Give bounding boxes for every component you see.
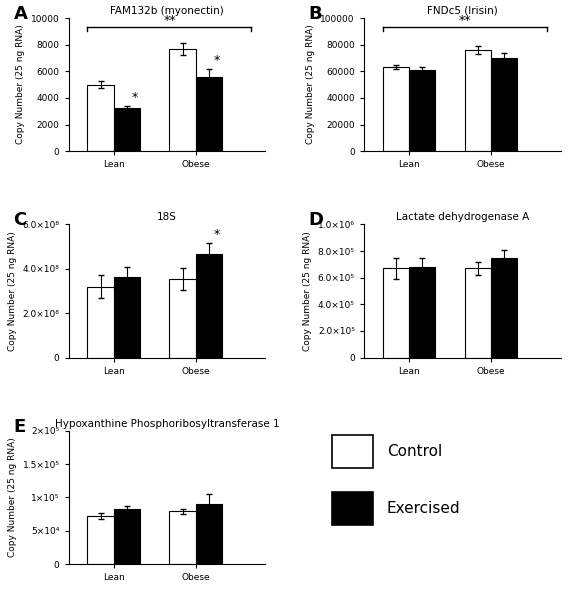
Bar <box>383 67 409 151</box>
Text: B: B <box>309 5 322 23</box>
Text: D: D <box>309 211 324 229</box>
Title: FNDc5 (Irisin): FNDc5 (Irisin) <box>427 6 498 16</box>
Bar <box>196 77 222 151</box>
Bar <box>114 509 140 564</box>
Bar <box>169 49 196 151</box>
Bar <box>491 58 517 151</box>
Bar <box>383 268 409 358</box>
Title: 18S: 18S <box>157 212 177 222</box>
Bar <box>196 254 222 358</box>
Y-axis label: Copy Number (25 ng RNA): Copy Number (25 ng RNA) <box>303 231 312 351</box>
Bar <box>332 435 373 468</box>
Bar <box>196 504 222 564</box>
Bar <box>332 492 373 525</box>
Y-axis label: Copy Number (25 ng RNA): Copy Number (25 ng RNA) <box>305 25 315 145</box>
Text: E: E <box>14 418 26 436</box>
Bar <box>114 277 140 358</box>
Bar <box>409 267 435 358</box>
Bar <box>491 258 517 358</box>
Text: Exercised: Exercised <box>387 501 460 516</box>
Bar <box>409 70 435 151</box>
Bar <box>169 511 196 564</box>
Text: *: * <box>214 228 220 241</box>
Bar <box>88 287 114 358</box>
Title: Hypoxanthine Phosphoribosyltransferase 1: Hypoxanthine Phosphoribosyltransferase 1 <box>55 419 279 428</box>
Y-axis label: Copy Number (25 ng RNA): Copy Number (25 ng RNA) <box>8 437 17 557</box>
Bar <box>114 108 140 151</box>
Y-axis label: Copy Number (25 ng RNA): Copy Number (25 ng RNA) <box>8 231 17 351</box>
Bar <box>88 85 114 151</box>
Text: **: ** <box>458 14 471 26</box>
Bar <box>464 268 491 358</box>
Y-axis label: Copy Number (25 ng RNA): Copy Number (25 ng RNA) <box>17 25 25 145</box>
Title: FAM132b (myonectin): FAM132b (myonectin) <box>110 6 224 16</box>
Title: Lactate dehydrogenase A: Lactate dehydrogenase A <box>396 212 529 222</box>
Text: *: * <box>132 91 138 104</box>
Bar <box>88 516 114 564</box>
Bar <box>169 279 196 358</box>
Text: **: ** <box>163 14 176 26</box>
Text: C: C <box>14 211 27 229</box>
Text: Control: Control <box>387 444 442 459</box>
Bar <box>464 50 491 151</box>
Text: *: * <box>214 53 220 67</box>
Text: A: A <box>14 5 27 23</box>
